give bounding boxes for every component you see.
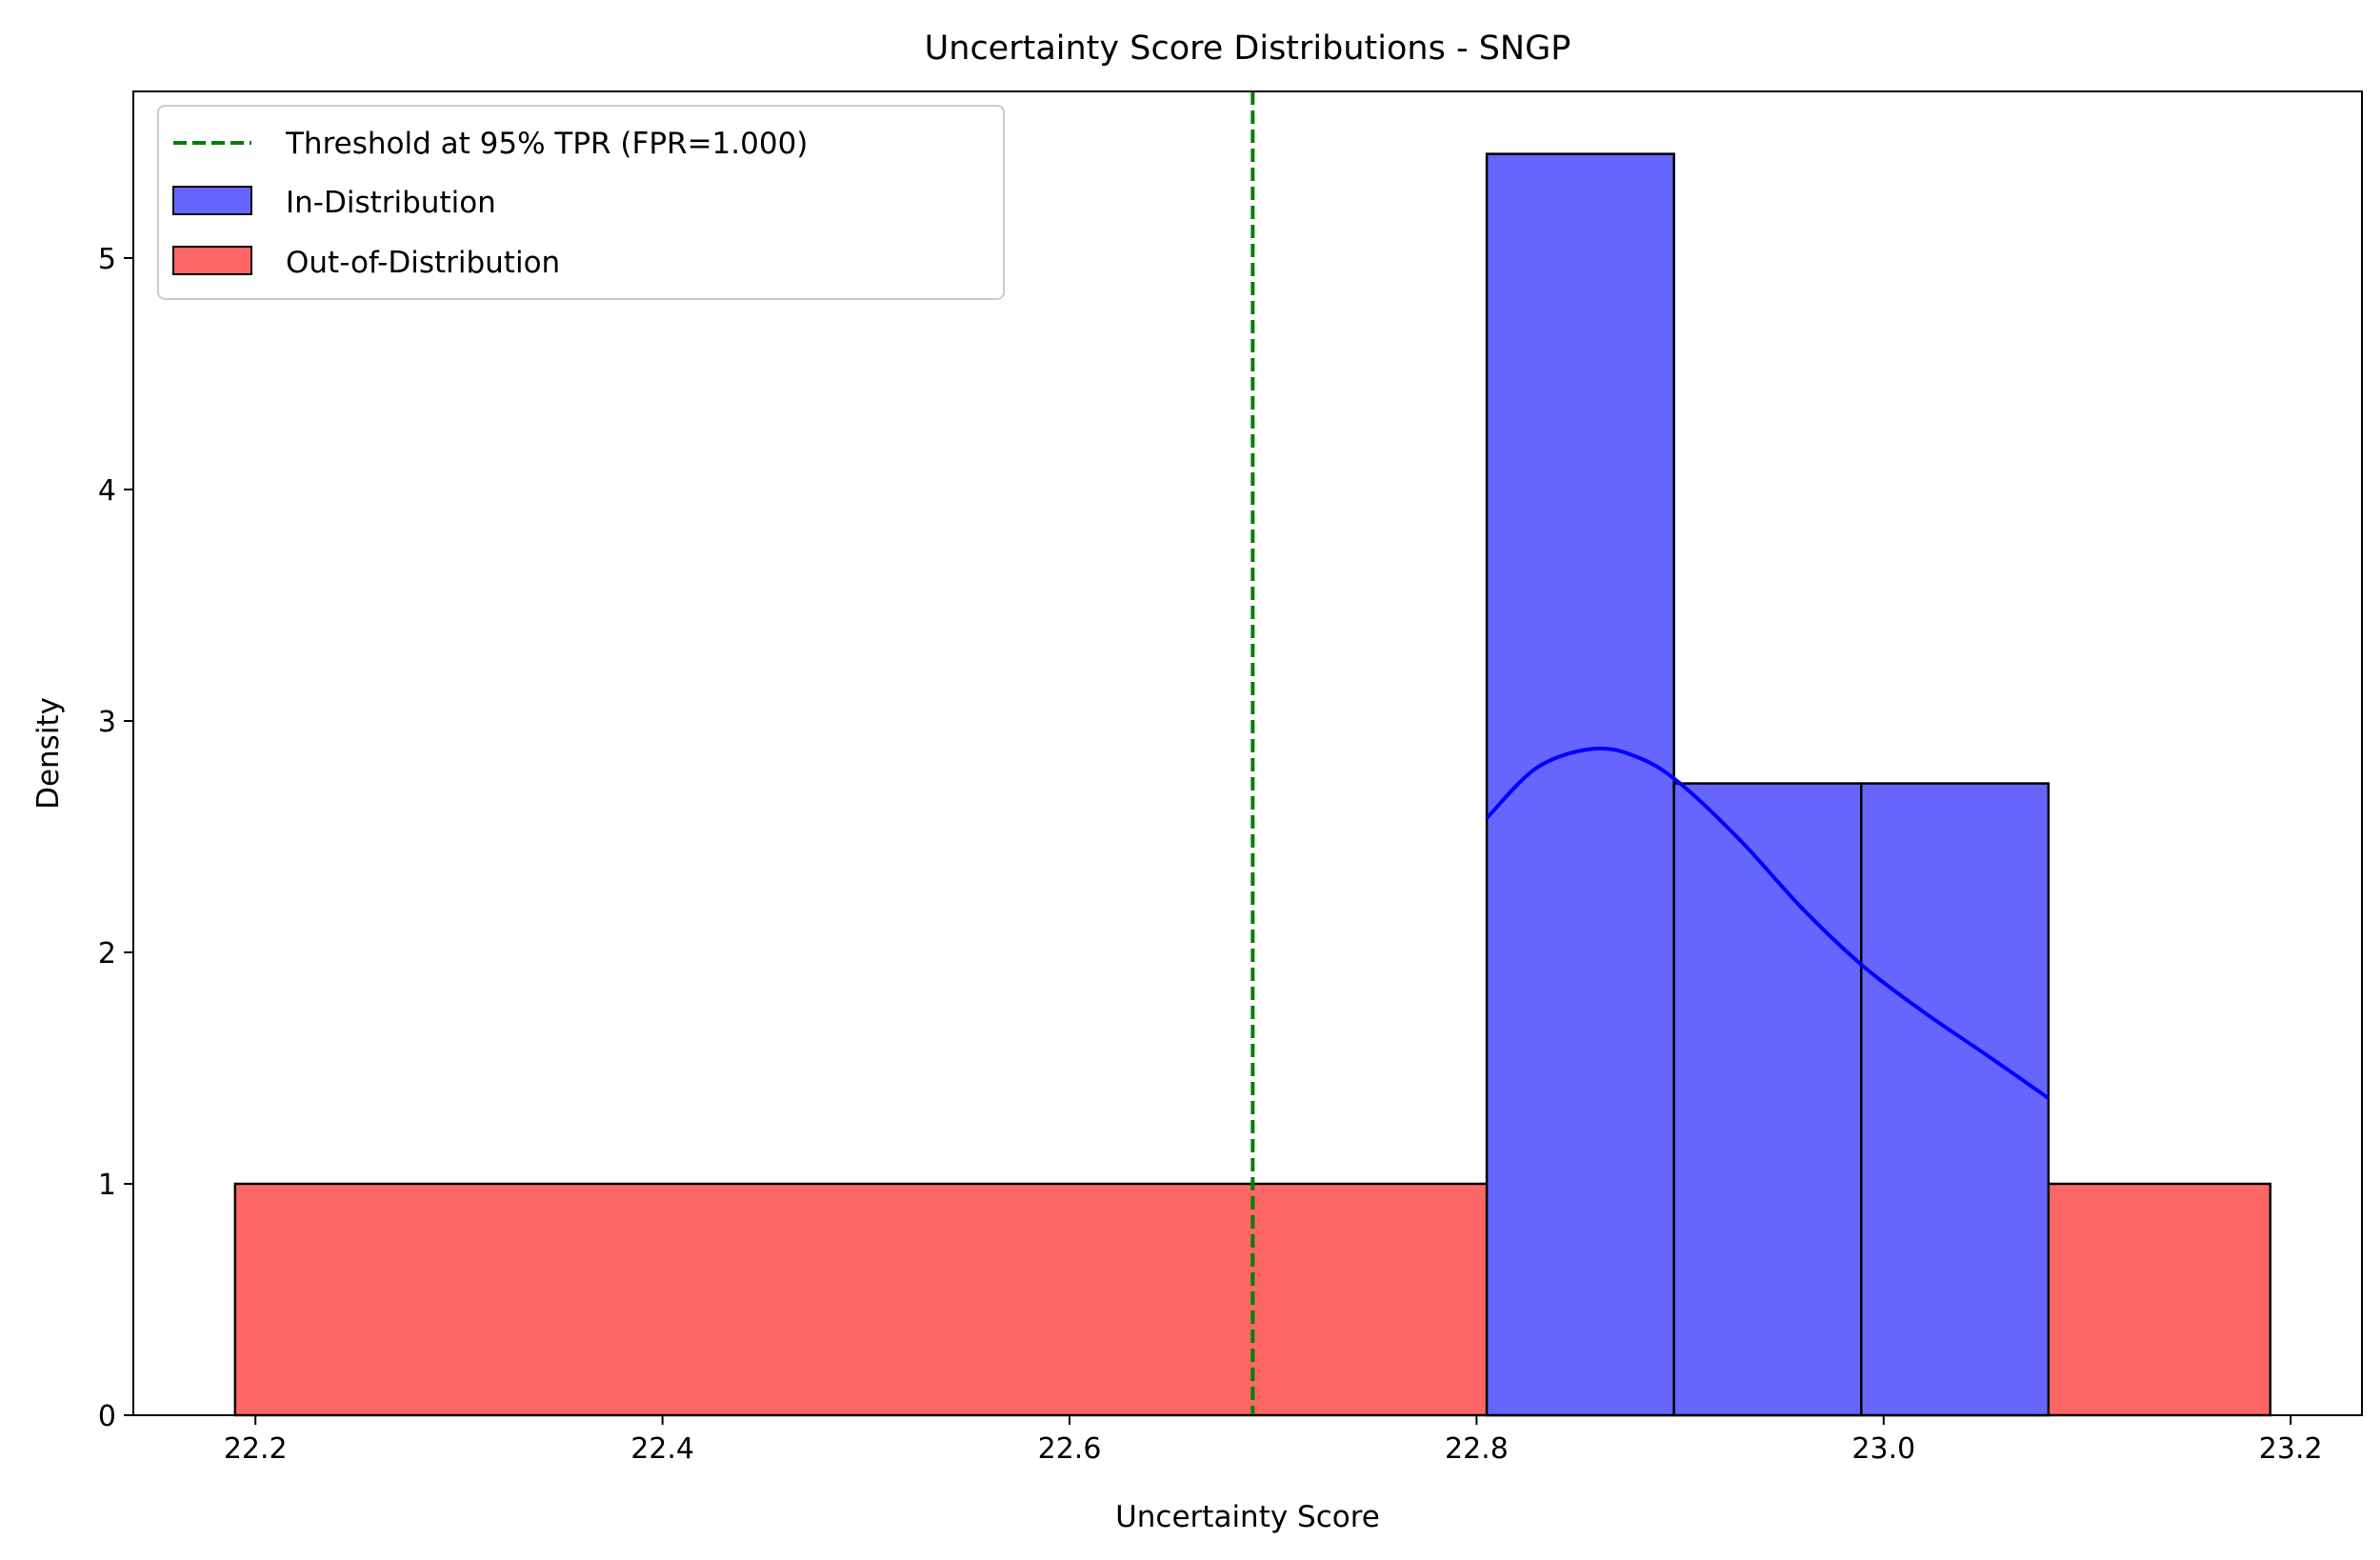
legend-box — [157, 105, 1005, 300]
chart-title: Uncertainty Score Distributions - SNGP — [925, 30, 1571, 68]
y-tick-label: 1 — [98, 1169, 116, 1202]
x-tick-label: 22.4 — [630, 1432, 694, 1466]
x-tick-label: 22.6 — [1038, 1432, 1102, 1466]
y-tick-label: 4 — [98, 474, 116, 508]
in-dist-bar-1 — [1672, 782, 1863, 1417]
y-tick-label: 5 — [98, 243, 116, 276]
x-axis: 22.2 22.4 22.6 22.8 23.0 23.2 — [224, 1415, 2323, 1466]
x-tick-label: 22.8 — [1445, 1432, 1509, 1466]
in-dist-bar-2 — [1860, 782, 2050, 1417]
x-tick-label: 22.2 — [224, 1432, 288, 1466]
legend-threshold-label: Threshold at 95% TPR (FPR=1.000) — [285, 127, 808, 161]
legend-ood-swatch — [172, 246, 252, 275]
y-tick-label: 2 — [98, 937, 116, 970]
in-dist-bar-0 — [1485, 152, 1675, 1417]
legend-in-distribution-label: In-Distribution — [286, 186, 496, 220]
legend: Threshold at 95% TPR (FPR=1.000) In-Dist… — [157, 105, 1005, 300]
x-tick-label: 23.0 — [1851, 1432, 1915, 1466]
kde-curve — [1485, 746, 2050, 1100]
x-tick-label: 23.2 — [2259, 1432, 2323, 1466]
plot-frame — [132, 90, 2363, 1416]
y-axis: 0 1 2 3 4 5 — [98, 243, 133, 1433]
legend-in-distribution-swatch — [172, 186, 252, 215]
legend-ood-label: Out-of-Distribution — [286, 246, 560, 280]
y-tick-label: 3 — [98, 706, 116, 739]
plot-overlay — [1250, 91, 2050, 1415]
y-axis-label: Density — [31, 697, 66, 810]
y-tick-label: 0 — [98, 1400, 116, 1433]
x-axis-label: Uncertainty Score — [1115, 1500, 1380, 1534]
